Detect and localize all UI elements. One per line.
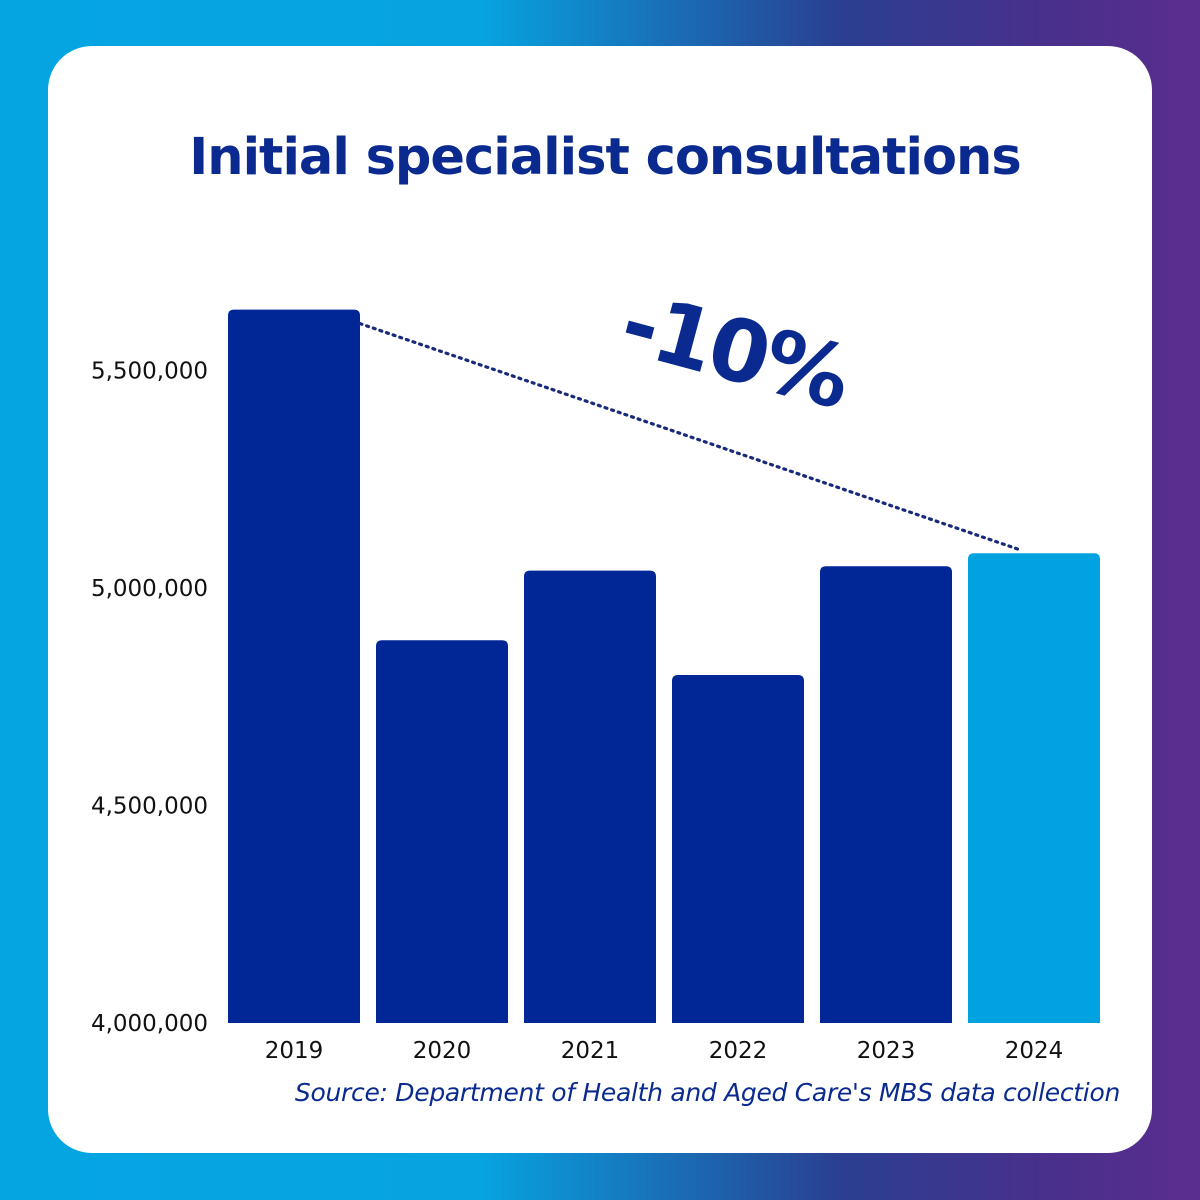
x-tick-label-2023: 2023 [857,1038,916,1064]
source-note: Source: Department of Health and Aged Ca… [294,1078,1120,1107]
x-axis: 2019 2020 2021 2022 2023 2024 [265,1038,1064,1064]
change-annotation: -10% [611,273,859,429]
y-tick-label: 4,500,000 [91,794,208,820]
bar-2024 [968,553,1100,1023]
bar-2022 [672,675,804,1023]
x-tick-label-2021: 2021 [561,1038,620,1064]
bar-2019 [228,309,360,1024]
x-tick-label-2024: 2024 [1005,1038,1064,1064]
chart-title: Initial specialist consultations [189,128,1021,187]
bar-2023 [820,566,952,1023]
y-axis: 4,000,000 4,500,000 5,000,000 5,500,000 [91,359,208,1038]
trend-annotation: -10% [358,273,1020,551]
y-tick-label: 5,000,000 [91,576,208,602]
y-tick-label: 4,000,000 [91,1011,208,1037]
bar-2021 [524,570,656,1023]
bars [228,309,1100,1024]
x-tick-label-2019: 2019 [265,1038,324,1064]
x-tick-label-2022: 2022 [709,1038,768,1064]
trend-line [358,322,1020,551]
bar-2020 [376,640,508,1023]
y-tick-label: 5,500,000 [91,359,208,385]
x-tick-label-2020: 2020 [413,1038,472,1064]
